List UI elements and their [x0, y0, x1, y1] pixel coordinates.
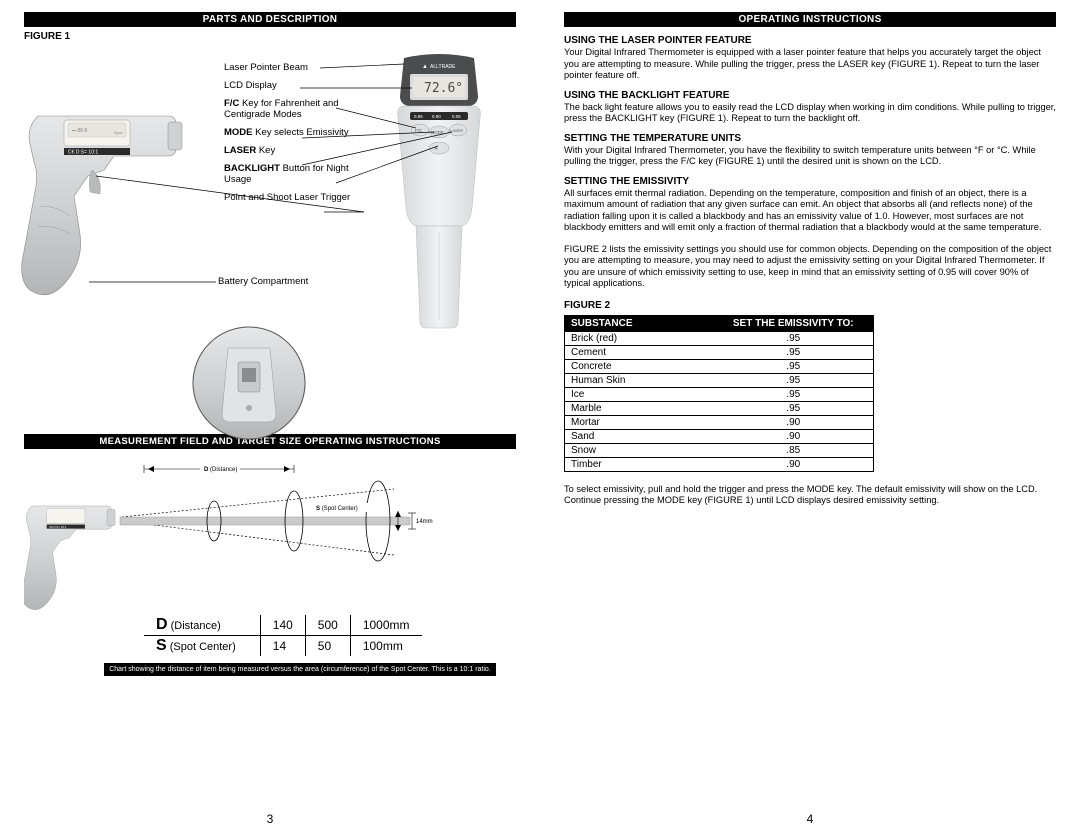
- label-lcd: LCD Display: [224, 80, 364, 91]
- table-row: Sand.90: [565, 429, 874, 443]
- svg-text:14mm: 14mm: [416, 519, 433, 525]
- text-select-emissivity: To select emissivity, pull and hold the …: [564, 484, 1056, 507]
- s-row: S (Spot Center) 14 50 100mm: [144, 636, 422, 657]
- figure2-label: FIGURE 2: [564, 300, 1056, 311]
- figure1-area: ⎓ 88.8 Spot C€ D:S= 10:1 ▲ ALL: [24, 46, 516, 438]
- sub-backlight: USING THE BACKLIGHT FEATURE: [564, 90, 1056, 101]
- emissivity-table: SUBSTANCE SET THE EMISSIVITY TO: Brick (…: [564, 315, 874, 472]
- sub-laser: USING THE LASER POINTER FEATURE: [564, 35, 1056, 46]
- sub-emissivity: SETTING THE EMISSIVITY: [564, 176, 1056, 187]
- table-row: Marble.95: [565, 401, 874, 415]
- label-battery: Battery Compartment: [218, 276, 308, 287]
- text-units: With your Digital Infrared Thermometer, …: [564, 145, 1056, 168]
- table-row: Ice.95: [565, 387, 874, 401]
- ds-caption: Chart showing the distance of item being…: [104, 663, 496, 676]
- label-laser: LASER Key: [224, 145, 364, 156]
- page-number-3: 3: [0, 812, 540, 826]
- table-row: Snow.85: [565, 443, 874, 457]
- table-row: Timber.90: [565, 457, 874, 471]
- text-emissivity-b: FIGURE 2 lists the emissivity settings y…: [564, 244, 1056, 290]
- label-fc: F/C Key for Fahrenheit and Centigrade Mo…: [224, 98, 364, 120]
- d-row: D (Distance) 140 500 1000mm: [144, 615, 422, 636]
- table-row: Cement.95: [565, 345, 874, 359]
- page-left: PARTS AND DESCRIPTION FIGURE 1: [0, 0, 540, 834]
- figure3-area: C€ D:S= 10:1 D (Distance) S (Spot: [24, 459, 516, 699]
- figure1-label: FIGURE 1: [24, 31, 516, 42]
- table-row: Mortar.90: [565, 415, 874, 429]
- header-parts: PARTS AND DESCRIPTION: [24, 12, 516, 27]
- text-emissivity-a: All surfaces emit thermal radiation. Dep…: [564, 188, 1056, 234]
- th-emissivity: SET THE EMISSIVITY TO:: [714, 315, 874, 331]
- distance-spot-table: D (Distance) 140 500 1000mm S (Spot Cent…: [144, 615, 422, 656]
- svg-text:C€ D:S= 10:1: C€ D:S= 10:1: [49, 525, 67, 529]
- svg-text:S (Spot Center): S (Spot Center): [316, 506, 358, 512]
- table-row: Brick (red).95: [565, 331, 874, 345]
- cone-diagram-svg: C€ D:S= 10:1 D (Distance) S (Spot: [24, 459, 524, 619]
- svg-text:D (Distance): D (Distance): [204, 467, 237, 473]
- page-right: OPERATING INSTRUCTIONS USING THE LASER P…: [540, 0, 1080, 834]
- label-laser-pointer: Laser Pointer Beam: [224, 62, 364, 73]
- page-number-4: 4: [540, 812, 1080, 826]
- label-backlight: BACKLIGHT Button for Night Usage: [224, 163, 364, 185]
- labels-column: Laser Pointer Beam LCD Display F/C Key f…: [224, 62, 364, 210]
- text-backlight: The back light feature allows you to eas…: [564, 102, 1056, 125]
- label-pns: Point and Shoot Laser Trigger: [224, 192, 364, 203]
- th-substance: SUBSTANCE: [565, 315, 714, 331]
- text-laser: Your Digital Infrared Thermometer is equ…: [564, 47, 1056, 82]
- label-mode: MODE Key selects Emissivity: [224, 127, 364, 138]
- sub-units: SETTING THE TEMPERATURE UNITS: [564, 133, 1056, 144]
- table-row: Human Skin.95: [565, 373, 874, 387]
- table-row: Concrete.95: [565, 359, 874, 373]
- header-operating: OPERATING INSTRUCTIONS: [564, 12, 1056, 27]
- battery-circle-svg: [184, 318, 314, 448]
